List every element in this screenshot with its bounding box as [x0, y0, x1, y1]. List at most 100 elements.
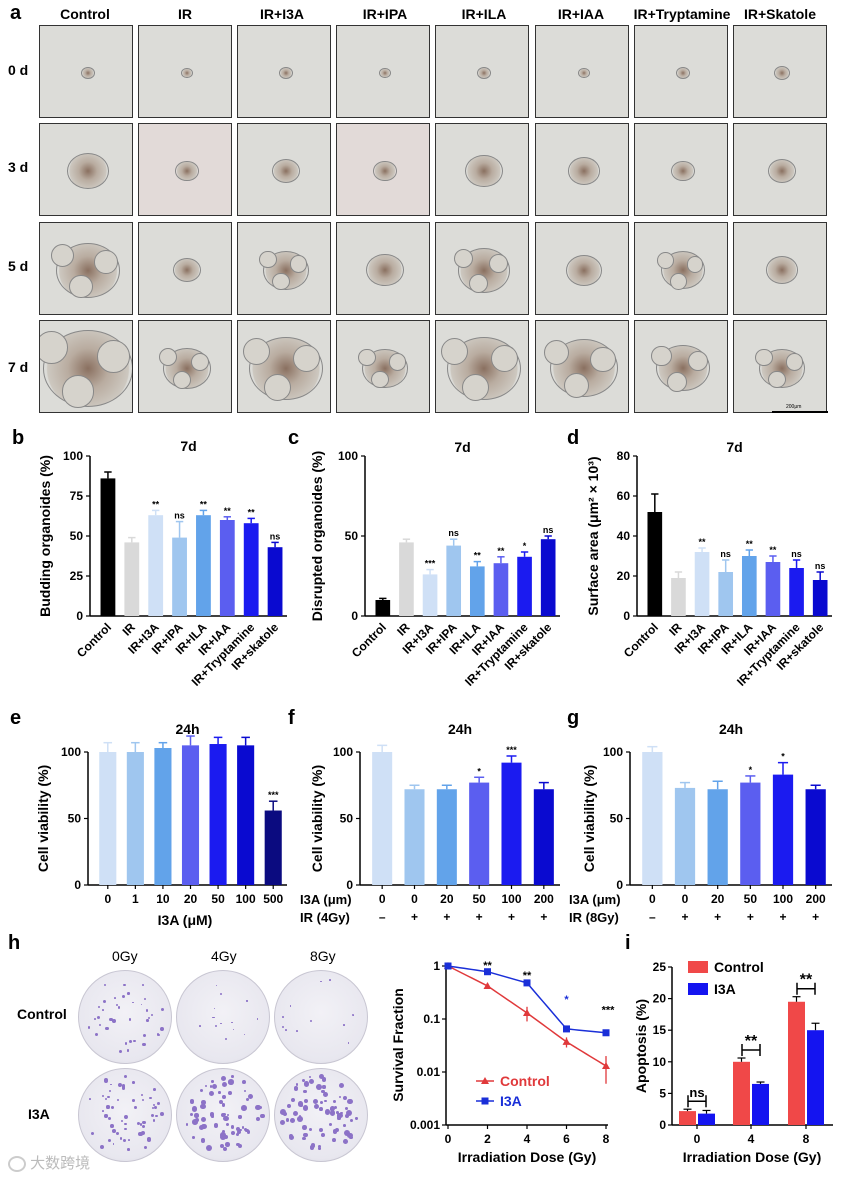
bar-5	[533, 789, 554, 885]
column-header-1: IR	[178, 6, 192, 22]
panel-letter-c: c	[288, 427, 300, 449]
organoid-image-r2-c0	[39, 222, 133, 315]
colony	[124, 1127, 127, 1131]
colony	[106, 1105, 110, 1109]
bar-3	[181, 745, 200, 885]
chart-title: 24h	[175, 721, 199, 737]
bar-4	[469, 566, 485, 616]
colony	[332, 1129, 338, 1135]
organoid	[477, 66, 491, 80]
legend-label-control: Control	[500, 1073, 550, 1089]
colony	[295, 1083, 299, 1086]
y-tick-label: 0.1	[423, 1012, 440, 1026]
colony	[116, 1131, 120, 1135]
bar-I3A-0	[698, 1113, 715, 1125]
colony	[309, 1078, 315, 1084]
organoid	[379, 67, 391, 79]
bar-0	[647, 512, 663, 616]
panel-letter-h: h	[8, 932, 21, 954]
ir-row-label: IR (4Gy)	[300, 910, 350, 925]
y-tick-label: 15	[653, 1023, 667, 1037]
colony	[215, 985, 218, 987]
colony	[127, 992, 130, 995]
colony	[312, 1098, 319, 1105]
colony	[131, 1098, 135, 1102]
colony	[231, 1131, 236, 1136]
colony	[104, 1098, 107, 1101]
panel-letter-d: d	[567, 427, 580, 449]
colony	[120, 1119, 123, 1122]
column-header-0: Control	[60, 6, 110, 22]
marker-triangle	[523, 1008, 531, 1016]
organoid-bud	[544, 340, 570, 366]
ir-row-label: IR (8Gy)	[569, 910, 619, 925]
colony	[318, 1144, 322, 1148]
sig-label: ns	[543, 525, 554, 535]
x-tick-label: 20	[184, 892, 198, 906]
organoid-bud	[371, 371, 389, 389]
organoid-image-r2-c6	[634, 222, 728, 315]
colony	[324, 1109, 331, 1115]
colony	[350, 1118, 354, 1122]
organoid-image-r1-c3	[336, 123, 430, 216]
colony	[140, 1130, 145, 1135]
organoid-bud	[50, 243, 75, 268]
colony	[195, 1118, 199, 1122]
x-tick-label: 10	[156, 892, 170, 906]
marker-square	[563, 1025, 570, 1033]
colony	[144, 997, 147, 1000]
organoid-bud	[293, 344, 321, 373]
colony	[332, 1100, 336, 1104]
bar-0	[642, 752, 663, 885]
y-tick-label: 50	[70, 529, 84, 543]
colony	[245, 1129, 248, 1132]
colony	[127, 1147, 130, 1151]
colony	[245, 1097, 250, 1101]
y-tick-label: 0	[346, 878, 353, 892]
colony	[204, 1084, 208, 1088]
bar-3	[718, 572, 734, 616]
colony	[329, 1123, 333, 1127]
x-tick-label: 0	[379, 892, 386, 906]
colony	[102, 1009, 104, 1012]
organoid-bud	[785, 353, 804, 371]
colony	[302, 1132, 308, 1138]
organoid	[173, 258, 201, 283]
colony	[236, 1142, 240, 1147]
colony	[355, 1117, 358, 1120]
organoid-image-r1-c5	[535, 123, 629, 216]
organoid-image-r0-c7	[733, 25, 827, 118]
organoid-image-r1-c4	[435, 123, 529, 216]
organoid-image-r2-c4	[435, 222, 529, 315]
colony	[126, 1050, 129, 1053]
colony	[322, 1085, 326, 1089]
bar-6	[789, 568, 804, 616]
organoid-image-r2-c1	[138, 222, 232, 315]
legend-swatch-i3a	[688, 983, 708, 995]
x-axis-label: I3A (μM)	[158, 912, 213, 928]
organoid-image-r0-c5	[535, 25, 629, 118]
panel-letter-a: a	[10, 2, 22, 24]
watermark: 大数跨境	[8, 1152, 90, 1173]
colony	[222, 1081, 228, 1088]
colony	[132, 1081, 135, 1084]
y-axis-label: Budding organoides (%)	[37, 455, 53, 617]
colony	[128, 1018, 132, 1022]
colony	[303, 1089, 307, 1093]
colony	[346, 1132, 353, 1139]
organoid-bud	[272, 273, 290, 291]
colony	[302, 1078, 306, 1082]
y-tick-label: 20	[653, 992, 667, 1006]
colony	[200, 1100, 206, 1105]
colony	[222, 1112, 227, 1117]
ir-sign-0: –	[379, 910, 386, 924]
colony	[297, 1101, 304, 1107]
organoid-image-r2-c7	[733, 222, 827, 315]
x-tick-label: Control	[349, 620, 389, 660]
colony	[142, 1120, 146, 1124]
organoid	[566, 254, 602, 286]
x-tick-label: 1	[132, 892, 139, 906]
ir-sign-3: +	[747, 910, 754, 924]
colony	[134, 1105, 137, 1109]
colony	[143, 1145, 148, 1150]
